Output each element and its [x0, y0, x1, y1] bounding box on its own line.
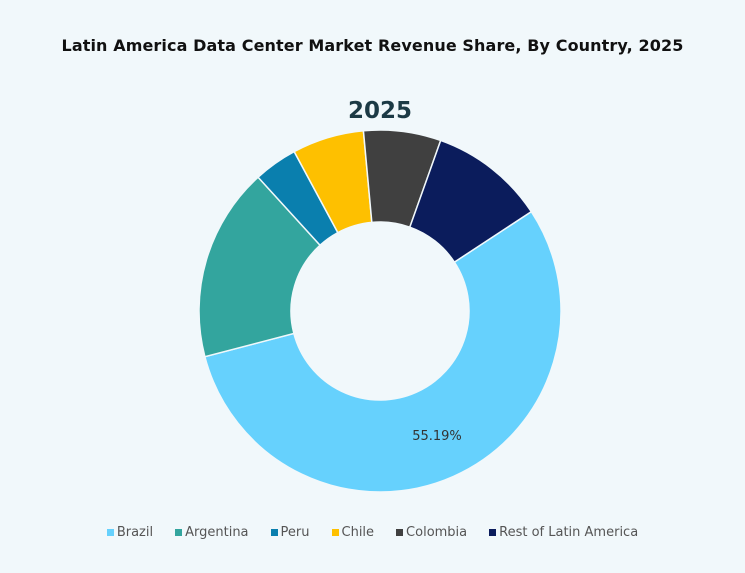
legend-item: Brazil	[106, 525, 154, 540]
legend-item: Argentina	[175, 525, 249, 540]
legend-swatch	[489, 529, 497, 536]
legend-label: Brazil	[116, 525, 154, 540]
legend-label: Peru	[280, 525, 310, 540]
legend-label: Chile	[341, 525, 375, 540]
legend: Brazil Argentina Peru Chile Colombia Rest of …	[0, 525, 745, 540]
slice-argentina	[198, 176, 322, 358]
legend-swatch	[270, 529, 278, 536]
legend-label: Argentina	[185, 525, 249, 540]
slice-rest-of-latin-america	[408, 139, 533, 264]
legend-item: Colombia	[396, 525, 467, 540]
data-label: 55.19%	[412, 429, 462, 444]
chart-subtitle: 2025	[347, 98, 412, 124]
legend-swatch	[106, 529, 114, 536]
legend-label: Rest of Latin America	[499, 525, 639, 540]
legend-item: Chile	[331, 525, 375, 540]
slice-brazil	[203, 210, 562, 493]
legend-swatch	[396, 529, 404, 536]
legend-item: Peru	[270, 525, 310, 540]
legend-item: Rest of Latin America	[489, 525, 638, 540]
legend-swatch	[331, 529, 339, 536]
legend-swatch	[175, 529, 183, 536]
chart-title: Latin America Data Center Market Revenue…	[61, 36, 684, 55]
legend-label: Colombia	[406, 525, 468, 540]
